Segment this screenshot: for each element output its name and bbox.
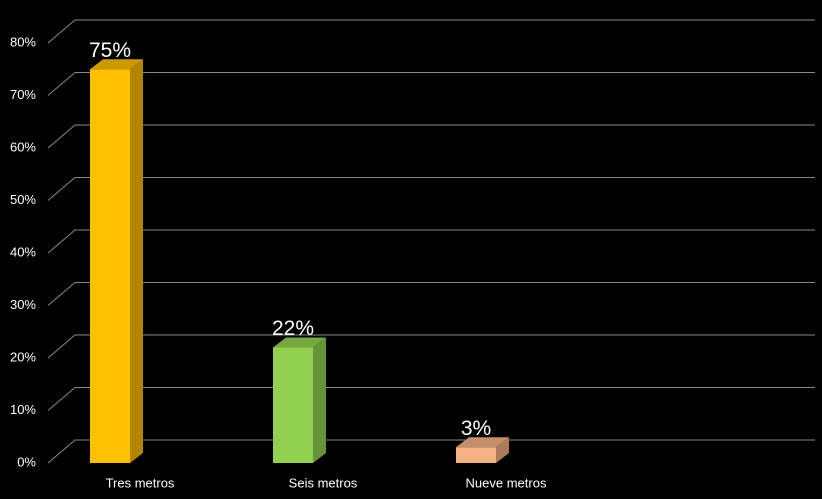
bar-side [313, 337, 326, 463]
bar-side [130, 59, 143, 463]
grid-line [47, 19, 815, 44]
value-label: 22% [272, 317, 314, 340]
y-tick-label: 30% [10, 297, 36, 312]
y-tick-label: 70% [10, 87, 36, 102]
grid-line [47, 124, 815, 149]
y-tick-label: 20% [10, 349, 36, 364]
bar-top [456, 437, 509, 448]
grid-line [47, 177, 815, 201]
y-tick-label: 10% [10, 402, 36, 417]
value-label: 75% [89, 39, 131, 62]
x-tick-label: Nueve metros [466, 475, 547, 490]
bar [456, 447, 496, 463]
grid-line [47, 282, 815, 306]
bar-side [496, 437, 509, 463]
bar-top [90, 59, 143, 70]
x-tick-label: Seis metros [289, 475, 358, 490]
grid-line [47, 439, 815, 464]
y-tick-label: 60% [10, 139, 36, 154]
y-tick-label: 0% [17, 454, 36, 469]
y-tick-label: 40% [10, 244, 36, 259]
value-label: 3% [461, 417, 491, 440]
bar [273, 347, 313, 463]
y-tick-label: 50% [10, 192, 36, 207]
x-tick-label: Tres metros [106, 475, 175, 490]
grid-line [47, 72, 815, 96]
bar [90, 69, 130, 463]
bar-top [273, 337, 326, 348]
grid-line [47, 334, 815, 359]
y-tick-label: 80% [10, 34, 36, 49]
grid-line [47, 229, 815, 254]
grid-line [47, 387, 815, 411]
